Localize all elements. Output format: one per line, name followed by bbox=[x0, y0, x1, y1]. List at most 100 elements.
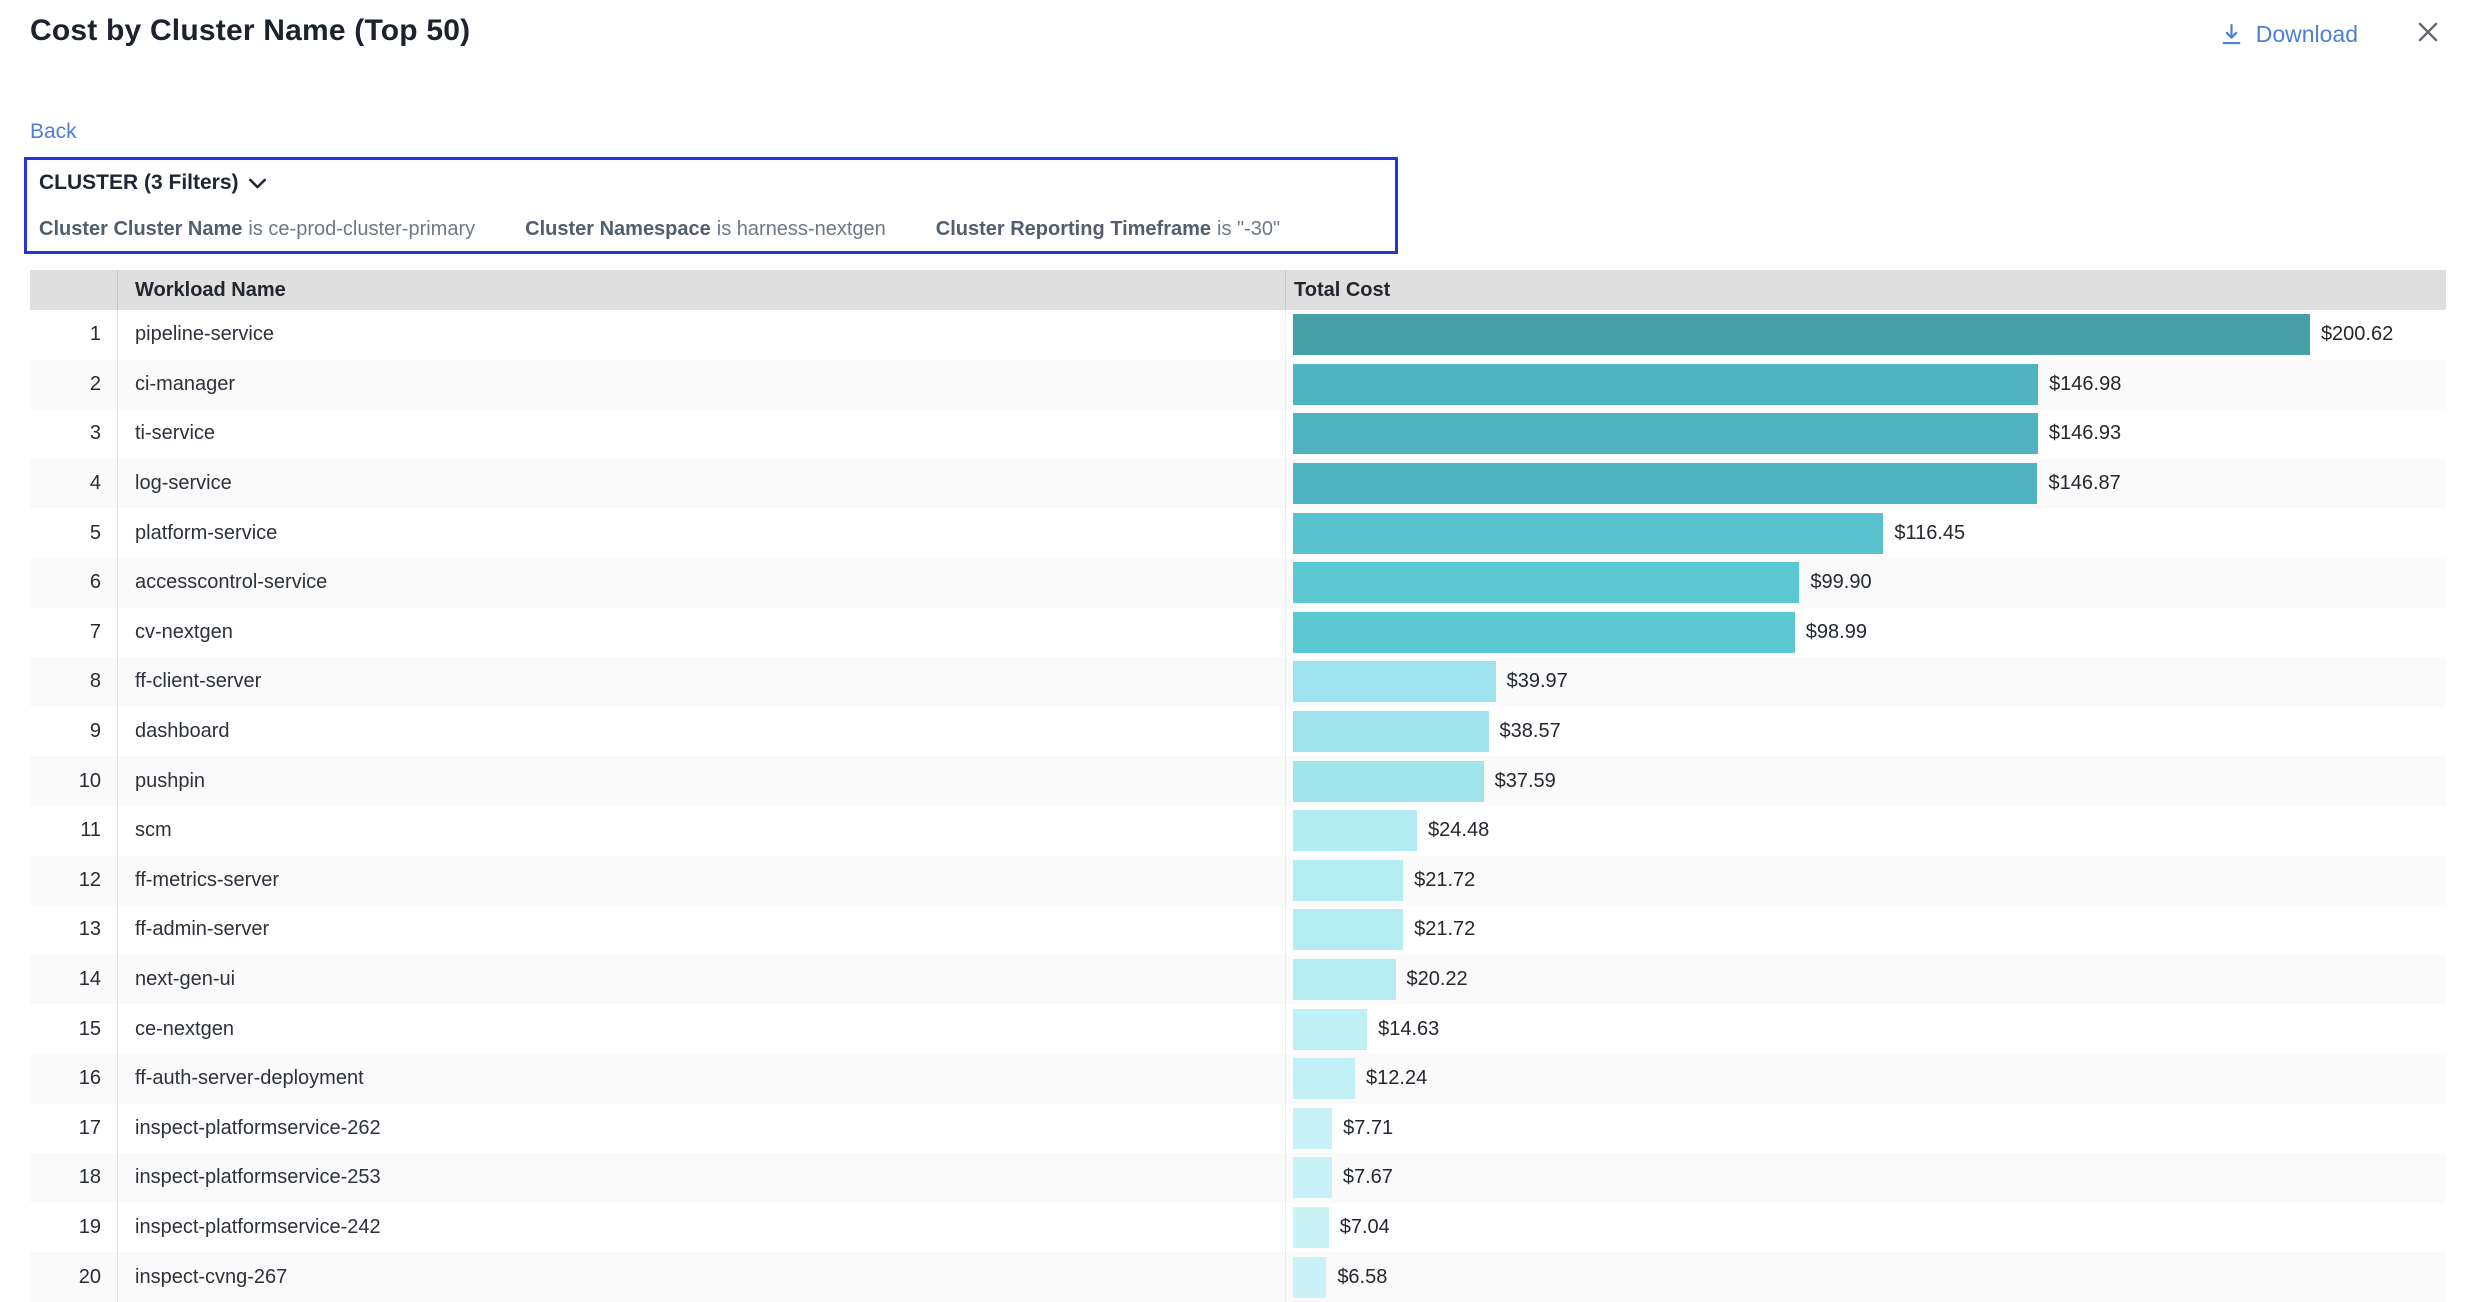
table-row: 14 next-gen-ui $20.22 bbox=[30, 954, 2446, 1005]
filter-item: Cluster Cluster Name is ce-prod-cluster-p… bbox=[39, 218, 476, 240]
row-rank: 18 bbox=[30, 1153, 118, 1203]
cost-value: $20.22 bbox=[1406, 968, 1468, 991]
cost-bar bbox=[1293, 661, 1496, 703]
table-row: 15 ce-nextgen $14.63 bbox=[30, 1004, 2446, 1054]
cost-bar bbox=[1293, 760, 1484, 802]
row-rank: 4 bbox=[30, 458, 118, 509]
table-row: 13 ff-admin-server $21.72 bbox=[30, 905, 2446, 955]
cost-bar bbox=[1293, 363, 2039, 405]
cost-bar bbox=[1293, 611, 1795, 653]
cost-value: $99.90 bbox=[1810, 571, 1872, 594]
total-cost-cell: $7.04 bbox=[1285, 1202, 2446, 1253]
workload-name: ci-manager bbox=[135, 372, 236, 395]
cost-value: $116.45 bbox=[1894, 521, 1966, 544]
cost-value: $7.67 bbox=[1342, 1166, 1393, 1189]
row-rank: 20 bbox=[30, 1252, 118, 1302]
total-cost-cell: $12.24 bbox=[1285, 1053, 2446, 1104]
row-rank: 10 bbox=[30, 756, 118, 806]
row-rank: 16 bbox=[30, 1053, 118, 1104]
cost-value: $12.24 bbox=[1366, 1067, 1428, 1090]
filter-group-label: CLUSTER (3 Filters) bbox=[39, 171, 239, 194]
cost-value: $146.87 bbox=[2048, 472, 2121, 495]
filter-group-toggle[interactable]: CLUSTER (3 Filters) bbox=[39, 171, 266, 195]
cost-value: $7.04 bbox=[1339, 1215, 1390, 1238]
cost-bar bbox=[1293, 859, 1404, 901]
total-cost-cell: $116.45 bbox=[1285, 508, 2446, 558]
cost-bar bbox=[1293, 1008, 1368, 1050]
cost-bar bbox=[1293, 413, 2038, 455]
total-cost-cell: $21.72 bbox=[1285, 855, 2446, 906]
column-header-workload-name: Workload Name bbox=[135, 278, 286, 301]
cost-bar bbox=[1293, 314, 2310, 356]
total-cost-cell: $37.59 bbox=[1285, 756, 2446, 806]
filter-panel: CLUSTER (3 Filters) Cluster Cluster Name… bbox=[24, 157, 1398, 254]
total-cost-cell: $146.98 bbox=[1285, 359, 2446, 410]
row-rank: 14 bbox=[30, 954, 118, 1005]
workload-name: ff-metrics-server bbox=[135, 868, 280, 891]
total-cost-cell: $146.87 bbox=[1285, 458, 2446, 509]
table-row: 20 inspect-cvng-267 $6.58 bbox=[30, 1252, 2446, 1302]
close-button[interactable] bbox=[2414, 18, 2442, 51]
workload-name: inspect-cvng-267 bbox=[135, 1265, 288, 1288]
table-row: 8 ff-client-server $39.97 bbox=[30, 657, 2446, 707]
cost-value: $7.71 bbox=[1343, 1116, 1394, 1139]
filter-item: Cluster Namespace is harness-nextgen bbox=[525, 218, 886, 240]
workload-name: pipeline-service bbox=[135, 323, 274, 346]
column-header-rank bbox=[30, 270, 118, 310]
total-cost-cell: $21.72 bbox=[1285, 905, 2446, 955]
table-row: 6 accesscontrol-service $99.90 bbox=[30, 557, 2446, 608]
row-rank: 8 bbox=[30, 657, 118, 707]
table-row: 2 ci-manager $146.98 bbox=[30, 359, 2446, 410]
cost-value: $39.97 bbox=[1506, 670, 1568, 693]
workload-name: pushpin bbox=[135, 769, 206, 792]
table-row: 11 scm $24.48 bbox=[30, 805, 2446, 856]
total-cost-cell: $38.57 bbox=[1285, 706, 2446, 757]
cost-value: $146.93 bbox=[2048, 422, 2122, 445]
total-cost-cell: $14.63 bbox=[1285, 1004, 2446, 1054]
cost-bar bbox=[1293, 1058, 1356, 1100]
chevron-down-icon bbox=[248, 171, 266, 195]
total-cost-cell: $7.67 bbox=[1285, 1153, 2446, 1203]
workload-name: ce-nextgen bbox=[135, 1017, 234, 1040]
download-button[interactable]: Download bbox=[2219, 21, 2358, 48]
table-row: 10 pushpin $37.59 bbox=[30, 756, 2446, 806]
workload-name: dashboard bbox=[135, 720, 230, 743]
row-rank: 12 bbox=[30, 855, 118, 906]
row-rank: 7 bbox=[30, 607, 118, 658]
cost-bar bbox=[1293, 463, 2038, 505]
cost-bar bbox=[1293, 1206, 1329, 1248]
cost-table: Workload Name Total Cost 1 pipeline-servi… bbox=[30, 270, 2446, 1302]
workload-name: ti-service bbox=[135, 422, 216, 445]
table-row: 18 inspect-platformservice-253 $7.67 bbox=[30, 1153, 2446, 1203]
cost-bar bbox=[1293, 562, 1800, 604]
row-rank: 5 bbox=[30, 508, 118, 558]
workload-name: inspect-platformservice-262 bbox=[135, 1116, 381, 1139]
cost-bar bbox=[1293, 1256, 1327, 1298]
row-rank: 1 bbox=[30, 310, 118, 360]
table-header: Workload Name Total Cost bbox=[30, 270, 2446, 310]
total-cost-cell: $200.62 bbox=[1285, 310, 2446, 360]
row-rank: 17 bbox=[30, 1103, 118, 1154]
total-cost-cell: $146.93 bbox=[1285, 409, 2446, 459]
row-rank: 2 bbox=[30, 359, 118, 410]
workload-name: next-gen-ui bbox=[135, 968, 236, 991]
table-row: 4 log-service $146.87 bbox=[30, 458, 2446, 509]
cost-bar bbox=[1293, 810, 1418, 852]
cost-bar bbox=[1293, 711, 1489, 753]
cost-value: $21.72 bbox=[1414, 868, 1476, 891]
cost-bar bbox=[1293, 1157, 1332, 1199]
total-cost-cell: $20.22 bbox=[1285, 954, 2446, 1005]
cost-value: $200.62 bbox=[2320, 323, 2394, 346]
cost-value: $146.98 bbox=[2049, 372, 2122, 395]
cost-value: $38.57 bbox=[1499, 720, 1561, 743]
cost-bar bbox=[1293, 959, 1396, 1001]
workload-name: platform-service bbox=[135, 521, 278, 544]
row-rank: 11 bbox=[30, 805, 118, 856]
filter-item: Cluster Reporting Timeframe is "-30" bbox=[935, 218, 1281, 240]
row-rank: 3 bbox=[30, 409, 118, 459]
workload-name: ff-admin-server bbox=[135, 918, 270, 941]
back-link[interactable]: Back bbox=[30, 120, 77, 143]
total-cost-cell: $24.48 bbox=[1285, 805, 2446, 856]
page-title: Cost by Cluster Name (Top 50) bbox=[30, 14, 471, 47]
total-cost-cell: $6.58 bbox=[1285, 1252, 2446, 1302]
